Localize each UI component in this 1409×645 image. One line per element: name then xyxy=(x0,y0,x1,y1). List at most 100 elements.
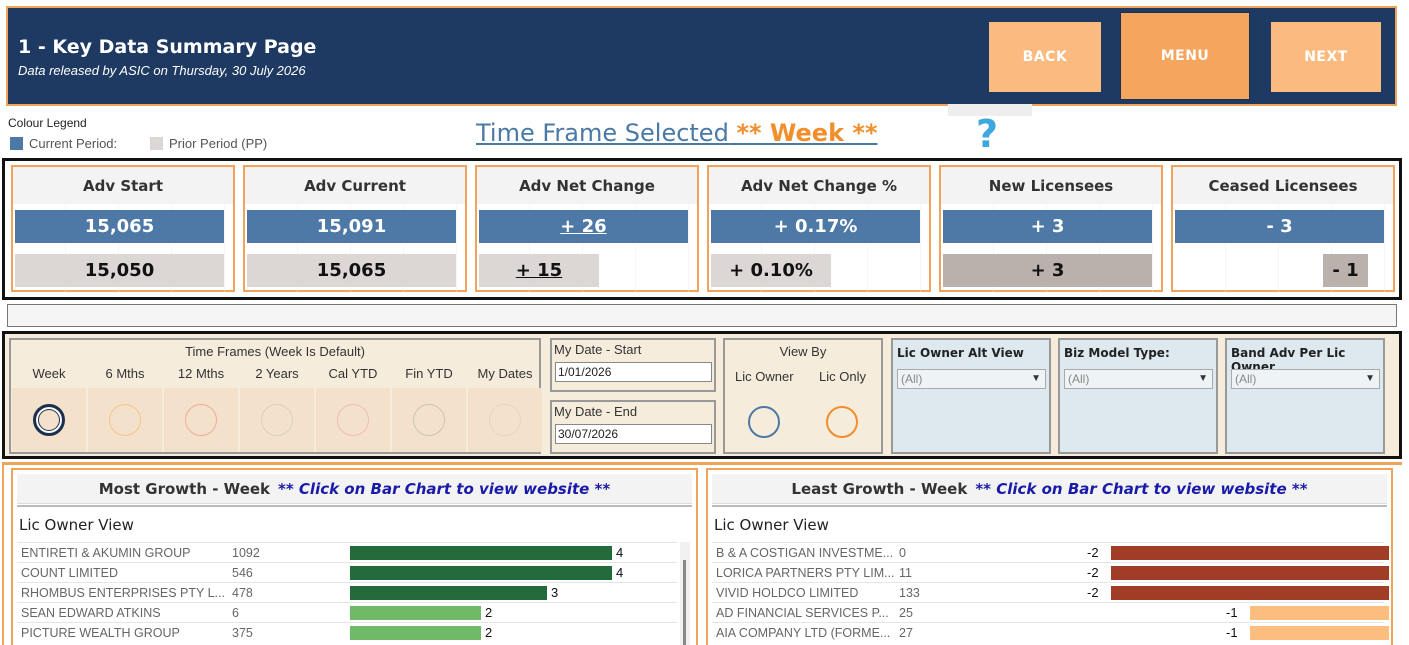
kpi-prior-text: + 15 xyxy=(515,260,563,281)
chevron-down-icon: ▼ xyxy=(1365,373,1375,384)
change-value: 4 xyxy=(616,545,624,560)
time-frame-label: 2 Years xyxy=(255,366,299,381)
view-by-lic-only-label: Lic Only xyxy=(819,369,866,384)
menu-button[interactable]: MENU xyxy=(1120,12,1250,100)
licensee-name: COUNT LIMITED xyxy=(21,566,118,580)
divider xyxy=(17,505,692,507)
licensee-name: VIVID HOLDCO LIMITED xyxy=(716,586,859,600)
growth-row[interactable]: B & A COSTIGAN INVESTME... 0 -2 xyxy=(712,542,1389,562)
prior-period-label: Prior Period (PP) xyxy=(169,136,268,151)
my-date-end-input[interactable]: 30/07/2026 xyxy=(555,424,712,444)
back-button[interactable]: BACK xyxy=(989,22,1101,92)
time-frame-radio[interactable] xyxy=(185,404,217,436)
growth-row[interactable]: RHOMBUS ENTERPRISES PTY L... 478 3 xyxy=(17,582,677,602)
time-frame-label: Week xyxy=(32,366,66,381)
growth-row[interactable]: ENTIRETI & AKUMIN GROUP 1092 4 xyxy=(17,542,677,562)
kpi-card: Adv Net Change + 26 + 15 xyxy=(475,165,699,292)
least-growth-header: Least Growth - Week ** Click on Bar Char… xyxy=(712,474,1387,504)
view-by-panel: View By Lic Owner Lic Only xyxy=(723,338,883,454)
kpi-card: Adv Current 15,091 15,065 xyxy=(243,165,467,292)
time-frame-radio[interactable] xyxy=(109,404,141,436)
header-banner: 1 - Key Data Summary Page Data released … xyxy=(6,6,1397,106)
lic-owner-alt-view-value: (All) xyxy=(901,372,923,386)
time-frames-title: Time Frames (Week Is Default) xyxy=(185,344,365,359)
time-frame-radio[interactable] xyxy=(261,404,293,436)
adviser-count: 1092 xyxy=(232,546,260,560)
biz-model-type-label: Biz Model Type: xyxy=(1064,346,1170,360)
current-period-label: Current Period: xyxy=(29,136,118,151)
licensee-name: SEAN EDWARD ATKINS xyxy=(21,606,161,620)
kpi-current-text: + 3 xyxy=(1030,216,1065,237)
growth-row[interactable]: PICTURE WEALTH GROUP 375 2 xyxy=(17,622,677,642)
kpi-current-value: - 3 xyxy=(1175,210,1384,243)
my-date-start-input[interactable]: 1/01/2026 xyxy=(555,362,712,382)
time-frame-radio[interactable] xyxy=(413,404,445,436)
growth-row[interactable]: AIA COMPANY LTD (FORME... 27 -1 xyxy=(712,622,1389,642)
growth-bar[interactable] xyxy=(350,626,481,640)
kpi-card: New Licensees + 3 + 3 xyxy=(939,165,1163,292)
band-adv-per-lic-owner-dropdown[interactable]: (All) ▼ xyxy=(1231,369,1380,389)
page-title: 1 - Key Data Summary Page xyxy=(18,36,317,58)
growth-bar[interactable] xyxy=(350,546,612,560)
kpi-current-text: 15,091 xyxy=(316,216,387,237)
growth-bar[interactable] xyxy=(1111,586,1389,600)
band-adv-per-lic-owner-value: (All) xyxy=(1235,372,1257,386)
band-adv-per-lic-owner-filter: Band Adv Per Lic Owner (All) ▼ xyxy=(1225,338,1385,454)
view-by-lic-only-radio[interactable] xyxy=(826,406,858,438)
biz-model-type-value: (All) xyxy=(1068,372,1090,386)
growth-section xyxy=(2,462,1402,645)
kpi-prior-text: + 0.10% xyxy=(729,260,813,281)
licensee-name: LORICA PARTNERS PTY LIM... xyxy=(716,566,895,580)
view-by-lic-owner-label: Lic Owner xyxy=(735,369,794,384)
view-by-lic-owner-radio[interactable] xyxy=(748,406,780,438)
my-date-end-label: My Date - End xyxy=(554,404,638,419)
growth-bar[interactable] xyxy=(1250,626,1389,640)
time-frame-radio[interactable] xyxy=(33,404,65,436)
change-value: 3 xyxy=(551,585,559,600)
growth-bar[interactable] xyxy=(350,606,481,620)
least-growth-note: ** Click on Bar Chart to view website ** xyxy=(975,479,1308,498)
time-frame-radio[interactable] xyxy=(337,404,369,436)
chevron-down-icon: ▼ xyxy=(1031,373,1041,384)
growth-bar[interactable] xyxy=(1111,566,1389,580)
time-frame-label: 12 Mths xyxy=(177,366,225,381)
time-frame-label: My Dates xyxy=(477,366,533,381)
scroll-thumb[interactable] xyxy=(683,560,686,645)
kpi-title: New Licensees xyxy=(941,167,1161,204)
kpi-section xyxy=(2,158,1402,300)
growth-row[interactable]: SEAN EDWARD ATKINS 6 2 xyxy=(17,602,677,622)
most-growth-note: ** Click on Bar Chart to view website ** xyxy=(278,479,611,498)
my-date-end-panel: My Date - End 30/07/2026 xyxy=(550,400,716,454)
growth-row[interactable]: AD FINANCIAL SERVICES P... 25 -1 xyxy=(712,602,1389,622)
kpi-prior-value: + 15 xyxy=(479,254,599,287)
growth-bar[interactable] xyxy=(1250,606,1389,620)
adviser-count: 0 xyxy=(899,546,906,560)
current-period-swatch xyxy=(10,137,23,150)
time-frame-label: Cal YTD xyxy=(328,366,378,381)
growth-row[interactable]: COUNT LIMITED 546 4 xyxy=(17,562,677,582)
growth-bar[interactable] xyxy=(1111,546,1389,560)
kpi-card: Adv Start 15,065 15,050 xyxy=(11,165,235,292)
divider-strip xyxy=(7,304,1397,327)
growth-row[interactable]: VIVID HOLDCO LIMITED 133 -2 xyxy=(712,582,1389,602)
biz-model-type-dropdown[interactable]: (All) ▼ xyxy=(1064,369,1213,389)
growth-bar[interactable] xyxy=(350,586,547,600)
most-growth-title: Most Growth - Week xyxy=(98,479,271,498)
next-button[interactable]: NEXT xyxy=(1271,22,1381,92)
licensee-name: AIA COMPANY LTD (FORME... xyxy=(716,626,891,640)
adviser-count: 546 xyxy=(232,566,253,580)
most-growth-scrollbar[interactable] xyxy=(680,542,690,645)
time-frame-radio[interactable] xyxy=(489,404,521,436)
least-growth-view-label: Lic Owner View xyxy=(714,516,829,534)
time-frame-value: ** Week ** xyxy=(736,119,878,147)
least-growth-panel: Least Growth - Week ** Click on Bar Char… xyxy=(706,468,1393,645)
time-frame-label: 6 Mths xyxy=(105,366,145,381)
most-growth-panel: Most Growth - Week ** Click on Bar Chart… xyxy=(11,468,698,645)
growth-row[interactable]: LORICA PARTNERS PTY LIM... 11 -2 xyxy=(712,562,1389,582)
help-icon[interactable]: ? xyxy=(976,112,999,156)
lic-owner-alt-view-dropdown[interactable]: (All) ▼ xyxy=(897,369,1046,389)
growth-bar[interactable] xyxy=(350,566,612,580)
kpi-prior-value: 15,065 xyxy=(247,254,456,287)
colour-legend-title: Colour Legend xyxy=(8,116,87,130)
kpi-prior-value: + 3 xyxy=(943,254,1152,287)
